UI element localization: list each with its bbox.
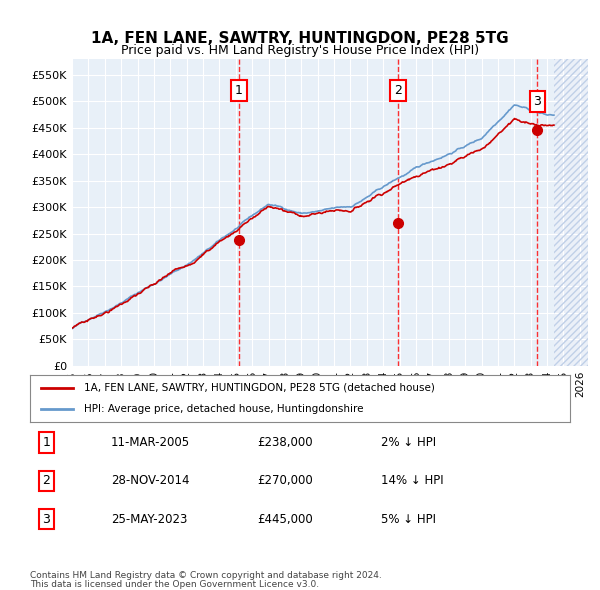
Text: 1: 1 [42, 436, 50, 449]
Text: 1: 1 [235, 84, 243, 97]
Text: This data is licensed under the Open Government Licence v3.0.: This data is licensed under the Open Gov… [30, 579, 319, 589]
Text: £445,000: £445,000 [257, 513, 313, 526]
Text: 28-NOV-2014: 28-NOV-2014 [111, 474, 190, 487]
Bar [554, 59, 588, 366]
Text: Contains HM Land Registry data © Crown copyright and database right 2024.: Contains HM Land Registry data © Crown c… [30, 571, 382, 580]
Text: 5% ↓ HPI: 5% ↓ HPI [381, 513, 436, 526]
Text: 2: 2 [394, 84, 402, 97]
Bar [554, 59, 588, 366]
Text: 3: 3 [42, 513, 50, 526]
Text: £238,000: £238,000 [257, 436, 313, 449]
Bar [554, 59, 588, 366]
Text: £270,000: £270,000 [257, 474, 313, 487]
Text: Price paid vs. HM Land Registry's House Price Index (HPI): Price paid vs. HM Land Registry's House … [121, 44, 479, 57]
Text: 2% ↓ HPI: 2% ↓ HPI [381, 436, 436, 449]
Text: 25-MAY-2023: 25-MAY-2023 [111, 513, 187, 526]
Text: 3: 3 [533, 95, 541, 108]
Text: 11-MAR-2005: 11-MAR-2005 [111, 436, 190, 449]
Text: 2: 2 [42, 474, 50, 487]
Text: 1A, FEN LANE, SAWTRY, HUNTINGDON, PE28 5TG (detached house): 1A, FEN LANE, SAWTRY, HUNTINGDON, PE28 5… [84, 383, 435, 393]
Text: 1A, FEN LANE, SAWTRY, HUNTINGDON, PE28 5TG: 1A, FEN LANE, SAWTRY, HUNTINGDON, PE28 5… [91, 31, 509, 46]
Text: HPI: Average price, detached house, Huntingdonshire: HPI: Average price, detached house, Hunt… [84, 404, 364, 414]
Text: 14% ↓ HPI: 14% ↓ HPI [381, 474, 443, 487]
